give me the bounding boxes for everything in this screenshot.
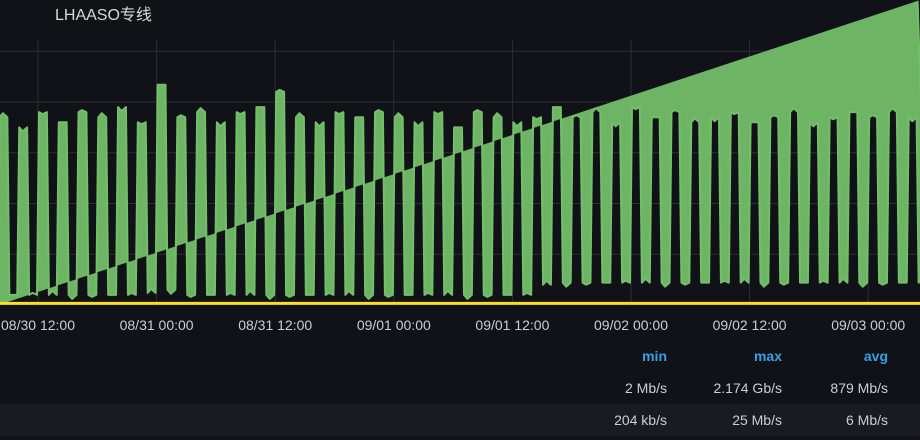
legend-header-min[interactable]: min [642, 348, 667, 364]
timeseries-chart: 08/30 12:00 08/31 00:00 08/31 12:00 09/01 0… [0, 0, 920, 333]
x-tick-label: 09/03 00:00 [831, 317, 905, 333]
x-tick-label: 09/02 12:00 [713, 317, 787, 333]
legend-avg: 879 Mb/s [830, 380, 888, 396]
legend-table: min max avg 2 Mb/s 2.174 Gb/s 879 Mb/s 2… [0, 340, 920, 436]
legend-header-max[interactable]: max [753, 348, 782, 364]
x-tick-label: 09/02 00:00 [594, 317, 668, 333]
legend-min: 204 kb/s [614, 412, 667, 428]
legend-max: 2.174 Gb/s [713, 380, 783, 396]
legend-row[interactable]: 204 kb/s 25 Mb/s 6 Mb/s [0, 404, 920, 436]
x-tick-label: 08/31 12:00 [238, 317, 312, 333]
series-inbound-area [0, 0, 920, 305]
x-tick-label: 08/31 00:00 [120, 317, 194, 333]
x-tick-label: 08/30 12:00 [1, 317, 75, 333]
legend-min: 2 Mb/s [624, 380, 667, 396]
legend-header-avg[interactable]: avg [863, 348, 888, 364]
legend-max: 25 Mb/s [732, 412, 782, 428]
legend-avg: 6 Mb/s [845, 412, 888, 428]
x-tick-label: 09/01 00:00 [357, 317, 431, 333]
legend-header: min max avg [0, 340, 920, 372]
legend-row[interactable]: 2 Mb/s 2.174 Gb/s 879 Mb/s [0, 372, 920, 404]
panel-title: LHAASO专线 [55, 7, 152, 24]
x-tick-label: 09/01 12:00 [475, 317, 549, 333]
